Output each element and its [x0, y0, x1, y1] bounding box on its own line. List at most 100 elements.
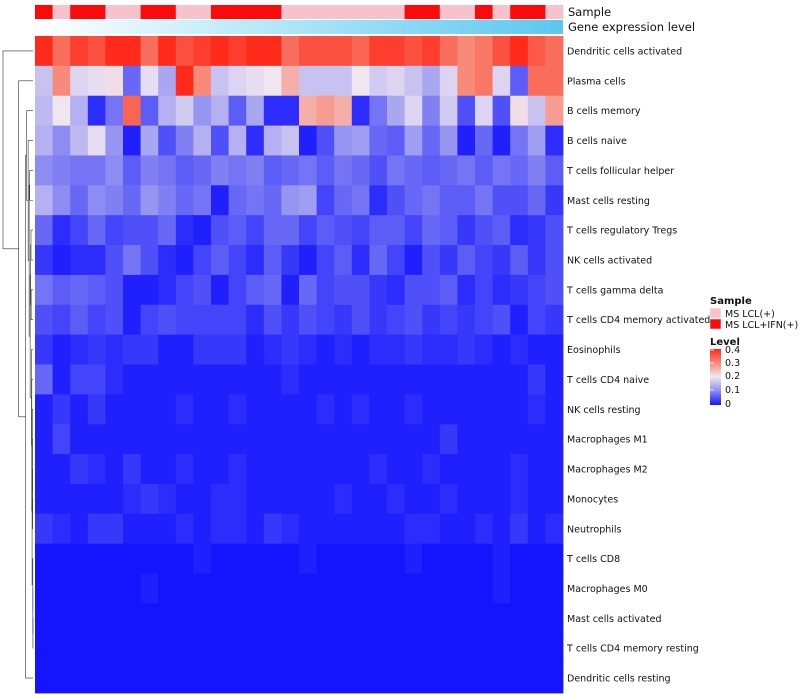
heatmap-cell-r18-c24: [457, 573, 476, 604]
heatmap-cell-r13-c9: [193, 424, 212, 455]
heatmap-cell-r20-c6: [140, 633, 159, 664]
sample-annotation-cell-7: [158, 5, 177, 19]
heatmap-cell-r19-c25: [475, 603, 493, 634]
heatmap-cell-r2-c24: [457, 95, 476, 126]
heatmap-cell-r20-c2: [70, 633, 89, 664]
heatmap-cell-r17-c9: [193, 543, 212, 574]
heatmap-cell-r7-c23: [439, 245, 458, 276]
heatmap-cell-r19-c23: [439, 603, 458, 634]
heatmap-cell-r21-c11: [228, 663, 247, 694]
heatmap-cell-r1-c24: [457, 65, 476, 97]
heatmap-cell-r0-c7: [158, 36, 177, 67]
heatmap-cell-r2-c2: [70, 95, 89, 126]
heatmap-cell-r16-c14: [281, 513, 300, 545]
heatmap-cell-r5-c25: [475, 185, 493, 216]
legend-level-title: Level: [710, 337, 740, 348]
heatmap-cell-r5-c17: [334, 185, 353, 216]
heatmap-cell-r15-c1: [52, 483, 71, 515]
heatmap-cell-r21-c0: [35, 663, 53, 694]
heatmap-cell-r12-c14: [281, 394, 300, 425]
heatmap-cell-r17-c3: [87, 543, 106, 574]
heatmap-cell-r15-c10: [211, 483, 229, 515]
heatmap-cell-r13-c18: [351, 424, 370, 455]
heatmap-cell-r7-c17: [334, 245, 353, 276]
heatmap-cell-r18-c6: [140, 573, 159, 604]
heatmap-cell-r19-c11: [228, 603, 247, 634]
heatmap-cell-r3-c19: [369, 125, 388, 156]
heatmap-cell-r13-c16: [316, 424, 335, 455]
heatmap-cell-r10-c20: [387, 334, 405, 365]
heatmap-cell-r18-c26: [492, 573, 511, 604]
heatmap-cell-r11-c10: [211, 364, 229, 395]
heatmap-cell-r15-c4: [105, 483, 124, 515]
heatmap-cell-r7-c0: [35, 245, 53, 276]
heatmap-cell-r3-c2: [70, 125, 89, 156]
heatmap-cell-r13-c27: [510, 424, 529, 455]
heatmap-cell-r2-c17: [334, 95, 353, 126]
heatmap-cell-r16-c3: [87, 513, 106, 545]
heatmap-cell-r0-c8: [175, 36, 194, 67]
heatmap-cell-r18-c21: [404, 573, 423, 604]
heatmap-cell-r8-c7: [158, 274, 177, 306]
heatmap-cell-r14-c26: [492, 454, 511, 485]
heatmap-cell-r8-c12: [246, 274, 265, 306]
sample-annotation-cell-28: [527, 5, 546, 19]
heatmap-cell-r11-c6: [140, 364, 159, 395]
heatmap-cell-r18-c18: [351, 573, 370, 604]
heatmap-cell-r21-c23: [439, 663, 458, 694]
heatmap-cell-r11-c17: [334, 364, 353, 395]
heatmap-cell-r1-c12: [246, 65, 265, 97]
heatmap-cell-r21-c24: [457, 663, 476, 694]
heatmap-cell-r6-c9: [193, 215, 212, 246]
heatmap-cell-r1-c27: [510, 65, 529, 97]
heatmap-cell-r17-c13: [263, 543, 282, 574]
heatmap-cell-r9-c10: [211, 304, 229, 336]
heatmap-cell-r17-c23: [439, 543, 458, 574]
heatmap-cell-r16-c11: [228, 513, 247, 545]
heatmap-cell-r3-c4: [105, 125, 124, 156]
heatmap-cell-r8-c0: [35, 274, 53, 306]
heatmap-cell-r15-c17: [334, 483, 353, 515]
heatmap-cell-r6-c0: [35, 215, 53, 246]
heatmap-cell-r12-c29: [545, 394, 564, 425]
heatmap-cell-r6-c3: [87, 215, 106, 246]
heatmap-cell-r0-c10: [211, 36, 229, 67]
heatmap-cell-r1-c3: [87, 65, 106, 97]
sample-annotation-cell-24: [457, 5, 476, 19]
sample-annotation-cell-1: [52, 5, 71, 19]
heatmap-cell-r12-c11: [228, 394, 247, 425]
heatmap-cell-r20-c1: [52, 633, 71, 664]
legend-level-tick-0-2: 0.2: [725, 371, 740, 382]
heatmap-cell-r0-c24: [457, 36, 476, 67]
heatmap-cell-r16-c15: [299, 513, 317, 545]
heatmap-cell-r17-c2: [70, 543, 89, 574]
heatmap-cell-r15-c24: [457, 483, 476, 515]
heatmap-cell-r21-c7: [158, 663, 177, 694]
heatmap-cell-r16-c9: [193, 513, 212, 545]
heatmap-cell-r17-c4: [105, 543, 124, 574]
heatmap-cell-r9-c3: [87, 304, 106, 336]
heatmap-cell-r8-c23: [439, 274, 458, 306]
heatmap-cell-r6-c19: [369, 215, 388, 246]
heatmap-cell-r7-c26: [492, 245, 511, 276]
heatmap-cell-r1-c16: [316, 65, 335, 97]
row-label-t-cells-regulatory-tregs: T cells regulatory Tregs: [566, 226, 677, 237]
heatmap-cell-r14-c23: [439, 454, 458, 485]
heatmap-cell-r20-c12: [246, 633, 265, 664]
heatmap-cell-r16-c13: [263, 513, 282, 545]
heatmap-cell-r15-c21: [404, 483, 423, 515]
heatmap-cell-r13-c6: [140, 424, 159, 455]
row-label-b-cells-memory: B cells memory: [567, 106, 641, 117]
heatmap-cell-r11-c7: [158, 364, 177, 395]
heatmap-cell-r21-c20: [387, 663, 405, 694]
heatmap-cell-r1-c23: [439, 65, 458, 97]
heatmap-cell-r19-c7: [158, 603, 177, 634]
heatmap-cell-r9-c20: [387, 304, 405, 336]
heatmap-cell-r9-c16: [316, 304, 335, 336]
row-label-macrophages-m2: Macrophages M2: [567, 465, 648, 476]
heatmap-cell-r13-c25: [475, 424, 493, 455]
heatmap-cell-r11-c28: [527, 364, 546, 395]
heatmap-cell-r20-c14: [281, 633, 300, 664]
heatmap-cell-r5-c2: [70, 185, 89, 216]
heatmap-cell-r19-c20: [387, 603, 405, 634]
